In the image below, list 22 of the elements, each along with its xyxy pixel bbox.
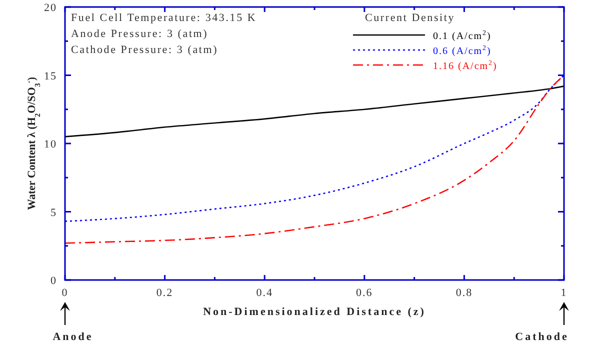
x-tick-label: 0.4 xyxy=(256,287,273,299)
line-series xyxy=(64,86,565,138)
y-tick-label: 5 xyxy=(50,206,57,219)
text: 1.16 (A/cm$^{2}$) xyxy=(433,59,498,72)
x-axis-title: Non-Dimensionalized Distance (z) xyxy=(203,306,426,318)
x-tick-label: 0.2 xyxy=(156,287,174,299)
x-tick-label: 0.6 xyxy=(356,287,373,299)
legend-title: Current Density xyxy=(365,12,456,24)
annotation: Fuel Cell Temperature: 343.15 K xyxy=(71,12,257,24)
annotation: Anode Pressure: 3 (atm) xyxy=(71,28,208,40)
y-tick-label: 15 xyxy=(44,70,57,82)
y-tick-label: 10 xyxy=(44,138,57,150)
text: 0.6 (A/cm$^{2}$) xyxy=(433,44,492,57)
y-tick-label: 20 xyxy=(44,2,57,14)
text: 0.1 (A/cm$^{2}$) xyxy=(433,29,492,42)
text: Cathode xyxy=(515,331,569,343)
annotation: Cathode Pressure: 3 (atm) xyxy=(71,44,218,56)
text: Anode xyxy=(52,331,94,343)
x-tick-label: 1 xyxy=(560,287,568,299)
y-tick-label: 0 xyxy=(50,275,57,287)
x-tick-label: 0 xyxy=(62,287,68,299)
x-tick-label: 0.8 xyxy=(456,287,473,299)
